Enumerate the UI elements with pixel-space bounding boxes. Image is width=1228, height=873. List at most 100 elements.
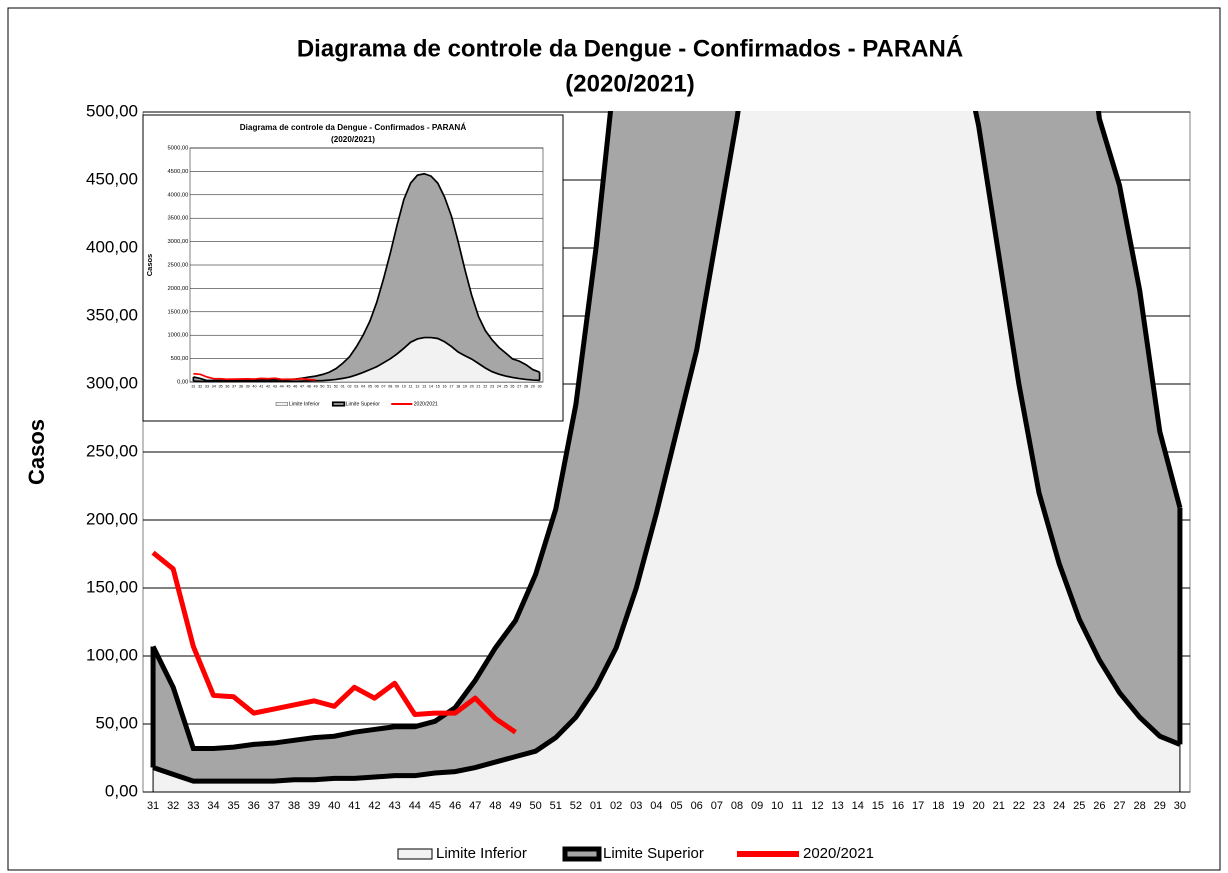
x-tick-label: 21 <box>993 800 1005 812</box>
legend-label: Limite Superior <box>603 845 704 862</box>
lower-line <box>193 336 540 383</box>
x-tick-label: 17 <box>912 800 924 812</box>
x-tick-label: 50 <box>530 800 542 812</box>
actual-line <box>151 550 517 735</box>
x-tick-label: 17 <box>449 385 453 389</box>
x-tick-label: 43 <box>389 800 401 812</box>
x-tick-label: 46 <box>293 385 297 389</box>
x-tick-label: 09 <box>751 800 763 812</box>
x-tick-label: 44 <box>409 800 421 812</box>
x-tick-label: 43 <box>273 385 277 389</box>
legend-swatch <box>275 402 288 406</box>
chart-title: Diagrama de controle da Dengue - Confirm… <box>240 122 467 132</box>
x-tick-label: 37 <box>232 385 236 389</box>
x-tick-label: 01 <box>590 800 602 812</box>
y-tick-label: 0,00 <box>105 781 138 800</box>
x-tick-label: 04 <box>361 385 365 389</box>
y-tick-label: 350,00 <box>86 305 138 324</box>
x-tick-label: 35 <box>218 385 222 389</box>
x-tick-label: 32 <box>167 800 179 812</box>
y-tick-label: 3000,00 <box>167 239 188 245</box>
legend-label: Limite Inferior <box>289 401 320 407</box>
x-tick-label: 26 <box>1093 800 1105 812</box>
x-tick-label: 41 <box>259 385 263 389</box>
x-tick-label: 48 <box>489 800 501 812</box>
y-tick-label: 4500,00 <box>167 169 188 175</box>
x-tick-label: 07 <box>711 800 723 812</box>
x-tick-label: 13 <box>422 385 426 389</box>
y-tick-label: 100,00 <box>86 645 138 664</box>
chart-title: (2020/2021) <box>565 70 694 97</box>
y-tick-label: 500,00 <box>171 356 189 362</box>
x-tick-label: 35 <box>227 800 239 812</box>
upper-line <box>150 111 1183 751</box>
x-tick-label: 02 <box>610 800 622 812</box>
x-tick-label: 39 <box>308 800 320 812</box>
y-tick-label: 400,00 <box>86 237 138 256</box>
y-tick-label: 200,00 <box>86 509 138 528</box>
x-tick-label: 32 <box>198 385 202 389</box>
chart-title: Diagrama de controle da Dengue - Confirm… <box>297 34 963 62</box>
y-tick-label: 300,00 <box>86 373 138 392</box>
x-tick-label: 49 <box>314 385 318 389</box>
x-tick-label: 25 <box>1073 800 1085 812</box>
y-tick-label: 4000,00 <box>167 192 188 198</box>
x-tick-label: 23 <box>1033 800 1045 812</box>
x-tick-label: 24 <box>1053 800 1065 812</box>
x-tick-label: 16 <box>442 385 446 389</box>
x-tick-label: 37 <box>268 800 280 812</box>
x-tick-label: 08 <box>388 385 392 389</box>
x-tick-label: 25 <box>504 385 508 389</box>
series-group <box>150 111 1183 793</box>
y-tick-label: 3500,00 <box>167 216 188 222</box>
legend-swatch <box>331 401 346 407</box>
x-tick-label: 47 <box>300 385 304 389</box>
x-tick-label: 08 <box>731 800 743 812</box>
x-tick-label: 52 <box>570 800 582 812</box>
x-tick-label: 12 <box>415 385 419 389</box>
x-tick-label: 42 <box>266 385 270 389</box>
y-tick-label: 1500,00 <box>167 309 188 315</box>
x-tick-label: 03 <box>630 800 642 812</box>
x-tick-label: 49 <box>509 800 521 812</box>
legend-label: Limite Superior <box>346 401 381 407</box>
x-tick-label: 18 <box>456 385 460 389</box>
x-tick-label: 31 <box>191 385 195 389</box>
x-tick-label: 12 <box>811 800 823 812</box>
x-tick-label: 13 <box>832 800 844 812</box>
x-tick-label: 24 <box>497 385 501 389</box>
x-tick-label: 51 <box>327 385 331 389</box>
x-tick-label: 34 <box>207 800 219 812</box>
y-tick-label: 450,00 <box>86 169 138 188</box>
x-tick-label: 03 <box>354 385 358 389</box>
x-tick-label: 36 <box>248 800 260 812</box>
x-tick-label: 38 <box>288 800 300 812</box>
x-tick-label: 23 <box>490 385 494 389</box>
x-tick-label: 28 <box>1134 800 1146 812</box>
x-tick-label: 45 <box>429 800 441 812</box>
upper-area <box>193 173 540 382</box>
x-tick-label: 22 <box>1013 800 1025 812</box>
x-tick-label: 06 <box>375 385 379 389</box>
x-tick-label: 33 <box>205 385 209 389</box>
y-tick-label: 500,00 <box>86 101 138 120</box>
x-tick-label: 41 <box>348 800 360 812</box>
x-tick-label: 15 <box>872 800 884 812</box>
x-tick-label: 20 <box>470 385 474 389</box>
x-tick-label: 10 <box>771 800 783 812</box>
y-tick-label: 2000,00 <box>167 286 188 292</box>
series-group <box>192 172 541 383</box>
x-tick-label: 15 <box>436 385 440 389</box>
y-tick-label: 5000,00 <box>167 146 188 152</box>
x-tick-label: 29 <box>1154 800 1166 812</box>
x-tick-label: 30 <box>538 385 542 389</box>
x-tick-label: 28 <box>524 385 528 389</box>
x-tick-label: 02 <box>347 385 351 389</box>
x-tick-label: 05 <box>368 385 372 389</box>
x-tick-label: 16 <box>892 800 904 812</box>
x-tick-label: 27 <box>517 385 521 389</box>
x-tick-label: 10 <box>402 385 406 389</box>
x-tick-label: 40 <box>328 800 340 812</box>
y-axis-label: Casos <box>145 254 154 276</box>
x-tick-label: 29 <box>531 385 535 389</box>
